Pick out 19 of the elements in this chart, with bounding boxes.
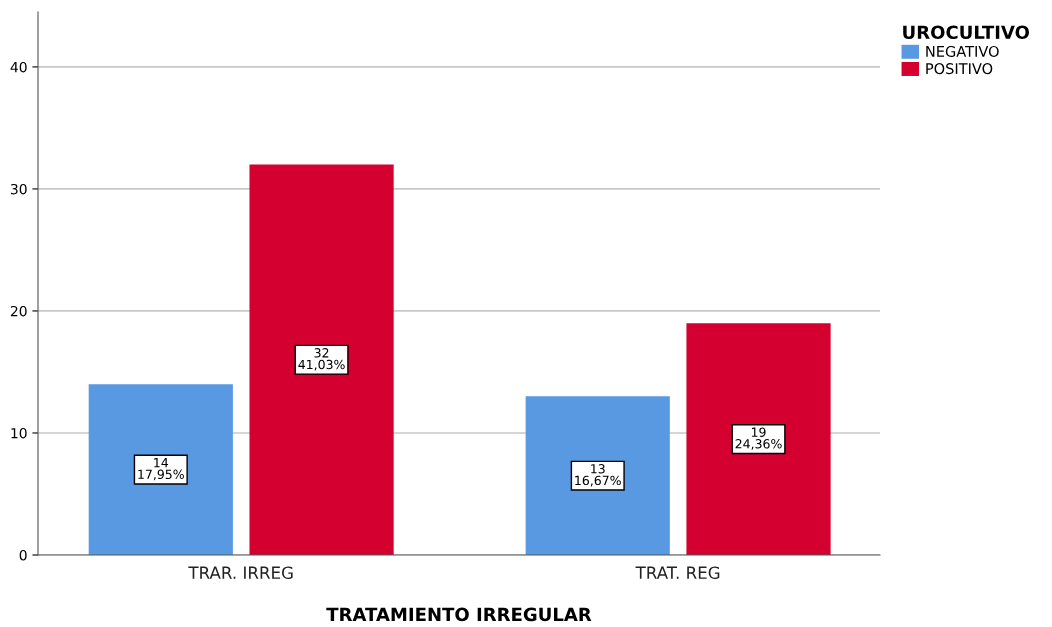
y-tick-label: 20 — [10, 305, 27, 317]
x-tick-label: TRAR. IRREG — [188, 566, 293, 580]
y-tick-label: 0 — [19, 549, 27, 561]
y-tick-label: 10 — [11, 427, 27, 439]
y-tick-label: 30 — [10, 183, 27, 195]
bar — [88, 384, 233, 555]
data-label: 13 16,67% — [575, 464, 621, 487]
legend-title: UROCULTIVO — [903, 25, 1030, 40]
data-label: 19 24,36% — [735, 427, 782, 450]
x-axis-title: TRATAMIENTO IRREGULAR — [326, 607, 592, 622]
x-tick-label: TRAT. REG — [635, 566, 720, 580]
legend-label: POSITIVO — [926, 63, 993, 75]
bar — [525, 396, 670, 555]
y-tick-label: 40 — [10, 61, 27, 73]
data-label: 14 17,95% — [138, 458, 184, 481]
bar — [686, 323, 831, 555]
legend-label: NEGATIVO — [926, 45, 999, 57]
data-label: 32 41,03% — [298, 348, 345, 371]
bar — [249, 164, 394, 555]
